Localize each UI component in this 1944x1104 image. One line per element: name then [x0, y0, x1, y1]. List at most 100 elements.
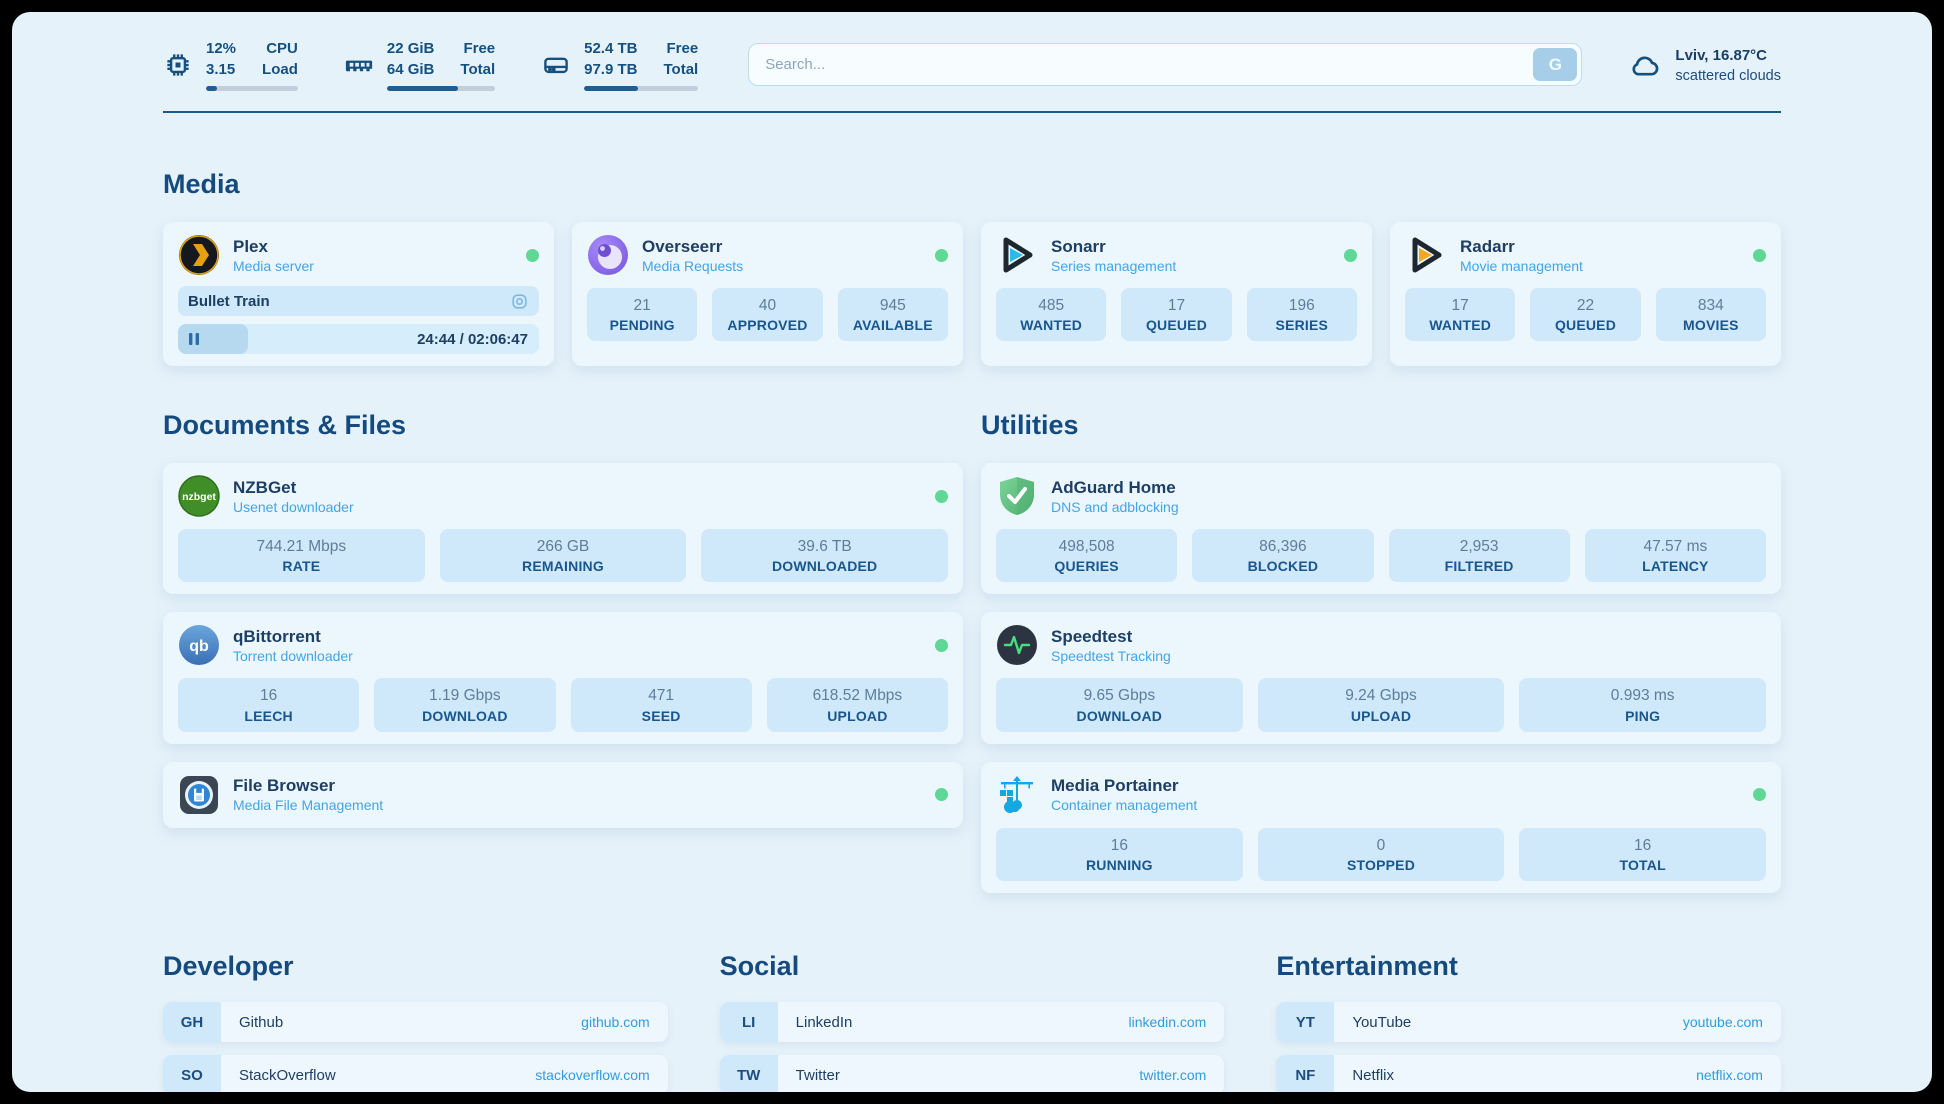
- app-name: File Browser: [233, 776, 336, 796]
- header-divider: [163, 111, 1781, 113]
- app-card-filebrowser[interactable]: File Browser Media File Management: [163, 761, 963, 828]
- plex-icon: [178, 234, 220, 276]
- status-dot: [935, 248, 948, 262]
- speedtest-icon: [996, 624, 1038, 666]
- section-title-social: Social: [719, 951, 800, 982]
- app-name: NZBGet: [233, 477, 297, 497]
- cpu-stat: 12% 3.15 CPU Load: [163, 38, 298, 91]
- section-title-utilities: Utilities: [981, 410, 1079, 440]
- stat-tile-download: 1.19 Gbps DOWNLOAD: [374, 678, 556, 732]
- stat-tile-approved: 40 APPROVED: [712, 288, 823, 342]
- link-github[interactable]: GH Github github.com: [163, 1002, 668, 1043]
- filebrowser-icon: [178, 774, 220, 816]
- app-card-adguard[interactable]: AdGuard Home DNS and adblocking 498,508 …: [981, 463, 1781, 595]
- utilities-column: Utilities: [981, 366, 1781, 894]
- app-card-nzbget[interactable]: nzbget NZBGet Usenet downloader 744.21 M…: [163, 463, 963, 595]
- disk-values: 52.4 TB 97.9 TB: [584, 38, 637, 80]
- stat-tile-series: 196 SERIES: [1246, 288, 1357, 342]
- app-card-radarr[interactable]: Radarr Movie management 17 WANTED 22 QUE…: [1390, 222, 1781, 366]
- stat-tile-latency: 47.57 ms LATENCY: [1584, 529, 1766, 583]
- disk-total: 97.9 TB: [584, 61, 638, 78]
- app-card-overseerr[interactable]: Overseerr Media Requests 21 PENDING 40 A…: [572, 222, 963, 366]
- sonarr-icon: [996, 234, 1038, 276]
- entertainment-links-section: Entertainment YT YouTube youtube.com NF …: [1276, 951, 1781, 1092]
- link-stackoverflow[interactable]: SO StackOverflow stackoverflow.com: [163, 1055, 668, 1092]
- section-title-entertainment: Entertainment: [1276, 951, 1458, 982]
- system-stats: 12% 3.15 CPU Load: [163, 38, 699, 91]
- app-card-portainer[interactable]: Media Portainer Container management 16 …: [981, 761, 1781, 894]
- portainer-icon: [996, 774, 1038, 816]
- stat-tile-leech: 16 LEECH: [178, 678, 360, 732]
- stat-tile-upload: 618.52 Mbps UPLOAD: [766, 678, 948, 732]
- stat-tile-running: 16 RUNNING: [996, 827, 1243, 882]
- stat-tile-ping: 0.993 ms PING: [1519, 678, 1766, 732]
- stat-tile-pending: 21 PENDING: [587, 288, 698, 342]
- memory-labels: Free Total: [460, 40, 496, 78]
- playback-time: 24:44 / 02:06:47: [417, 330, 528, 348]
- status-dot: [935, 489, 948, 503]
- link-badge: TW: [719, 1055, 778, 1092]
- adguard-icon: [996, 475, 1038, 517]
- cpu-values: 12% 3.15: [206, 38, 236, 80]
- pause-icon[interactable]: [187, 332, 201, 346]
- stat-tile-queries: 498,508 QUERIES: [996, 529, 1178, 583]
- search-bar: G: [748, 43, 1583, 86]
- app-subtitle: DNS and adblocking: [1051, 498, 1179, 515]
- stat-tile-available: 945 AVAILABLE: [837, 288, 948, 342]
- status-dot: [526, 248, 539, 262]
- app-subtitle: Media Requests: [642, 257, 744, 274]
- disk-stat: 52.4 TB 97.9 TB Free Total: [541, 38, 699, 91]
- app-card-sonarr[interactable]: Sonarr Series management 485 WANTED 17 Q…: [981, 222, 1372, 366]
- stat-tile-total: 16 TOTAL: [1519, 827, 1766, 882]
- app-card-qbittorrent[interactable]: qb qBittorrent Torrent downloader 16 LEE…: [163, 612, 963, 744]
- status-dot: [935, 788, 948, 802]
- disk-free: 52.4 TB: [584, 40, 638, 57]
- status-dot: [1753, 788, 1766, 802]
- status-dot: [1753, 248, 1766, 262]
- overseerr-icon: [587, 234, 629, 276]
- stat-tile-downloaded: 39.6 TB DOWNLOADED: [701, 529, 948, 583]
- google-search-button[interactable]: G: [1533, 48, 1578, 81]
- disk-labels: Free Total: [663, 40, 699, 78]
- cloud-icon: [1626, 48, 1664, 82]
- app-card-plex[interactable]: Plex Media server Bullet Train: [163, 222, 554, 366]
- section-title-media: Media: [163, 169, 240, 199]
- app-card-speedtest[interactable]: Speedtest Speedtest Tracking 9.65 Gbps D…: [981, 612, 1781, 744]
- app-name: Radarr: [1460, 236, 1515, 256]
- app-name: Media Portainer: [1051, 776, 1179, 796]
- cpu-progress-bar: [206, 86, 298, 91]
- link-twitter[interactable]: TW Twitter twitter.com: [719, 1055, 1225, 1092]
- qbittorrent-icon: qb: [178, 624, 220, 666]
- app-subtitle: Media File Management: [233, 797, 384, 814]
- link-linkedin[interactable]: LI LinkedIn linkedin.com: [719, 1002, 1225, 1043]
- svg-text:nzbget: nzbget: [182, 491, 216, 503]
- link-netflix[interactable]: NF Netflix netflix.com: [1276, 1055, 1781, 1092]
- weather-condition: scattered clouds: [1675, 67, 1781, 84]
- disk-icon: [541, 50, 571, 80]
- link-badge: YT: [1276, 1002, 1335, 1043]
- weather-widget[interactable]: Lviv, 16.87°C scattered clouds: [1626, 45, 1781, 84]
- stat-tile-filtered: 2,953 FILTERED: [1388, 529, 1570, 583]
- link-youtube[interactable]: YT YouTube youtube.com: [1276, 1002, 1781, 1043]
- target-icon[interactable]: [510, 292, 529, 311]
- stat-tile-download: 9.65 Gbps DOWNLOAD: [996, 678, 1243, 732]
- dashboard-page: 12% 3.15 CPU Load: [12, 12, 1932, 1092]
- memory-total: 64 GiB: [386, 61, 435, 78]
- memory-progress-bar: [386, 86, 496, 91]
- now-playing-row: Bullet Train: [178, 286, 539, 316]
- playback-progress-bar[interactable]: 24:44 / 02:06:47: [178, 324, 539, 354]
- search-input[interactable]: [748, 43, 1583, 86]
- app-name: Overseerr: [642, 236, 723, 256]
- memory-stat: 22 GiB 64 GiB Free Total: [344, 38, 496, 91]
- developer-links-section: Developer GH Github github.com SO StackO…: [163, 951, 668, 1092]
- cpu-load-value: 3.15: [206, 61, 236, 78]
- app-subtitle: Usenet downloader: [233, 498, 354, 515]
- radarr-icon: [1405, 234, 1447, 276]
- status-dot: [935, 638, 948, 652]
- cpu-percent: 12%: [206, 40, 237, 57]
- stat-tile-queued: 22 QUEUED: [1530, 288, 1641, 342]
- now-playing-title: Bullet Train: [188, 292, 270, 310]
- weather-location: Lviv, 16.87°C: [1675, 47, 1768, 65]
- cpu-labels: CPU Load: [262, 40, 298, 78]
- app-name: qBittorrent: [233, 626, 321, 646]
